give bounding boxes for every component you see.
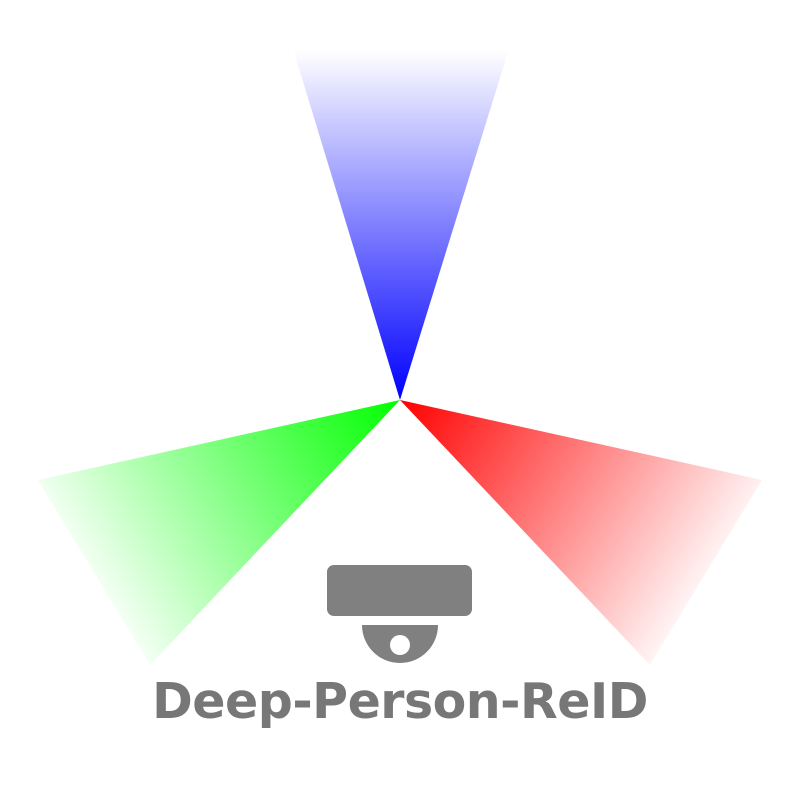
blue-beam: [294, 52, 508, 400]
dome-camera-icon: [327, 565, 472, 663]
red-beam: [400, 400, 762, 665]
logo-title: Deep-Person-ReID: [152, 673, 648, 730]
green-beam: [38, 400, 400, 665]
